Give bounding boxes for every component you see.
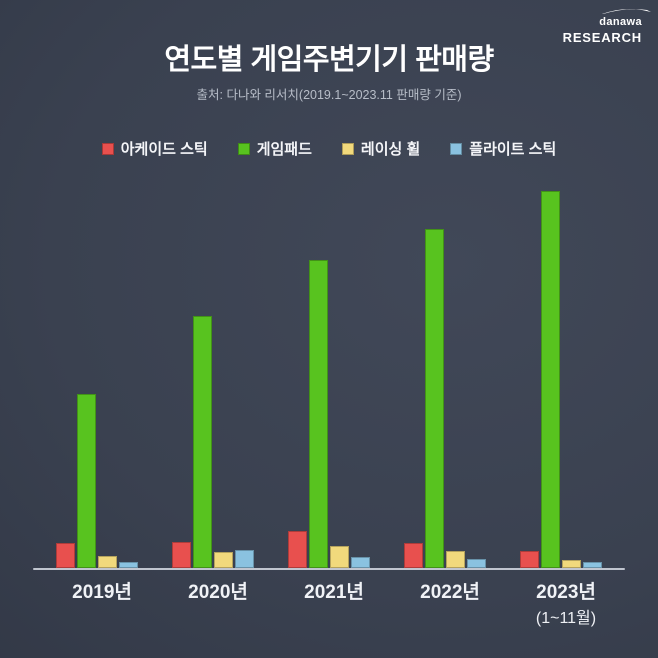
x-axis-line	[33, 568, 625, 570]
bar-레이싱 휠-2020년	[214, 552, 233, 568]
bar-아케이드 스틱-2023년	[520, 551, 539, 568]
bar-아케이드 스틱-2021년	[288, 531, 307, 568]
bar-게임패드-2019년	[77, 394, 96, 568]
legend-label: 게임패드	[256, 141, 312, 158]
logo-danawa-wordmark: danawa	[599, 8, 652, 30]
x-axis-sublabel-2023년: (1~11월)	[535, 610, 597, 627]
bar-레이싱 휠-2019년	[98, 556, 117, 568]
x-axis-label-2020년: 2020년	[188, 582, 248, 603]
danawa-research-logo: danawa RESEARCH	[562, 8, 652, 47]
logo-research-text: RESEARCH	[562, 29, 642, 45]
bar-플라이트 스틱-2019년	[119, 562, 138, 568]
logo-swoosh-icon	[602, 8, 652, 14]
source-caption: 출처: 다나와 리서치(2019.1~2023.11 판매량 기준)	[196, 88, 462, 102]
bar-레이싱 휠-2021년	[330, 546, 349, 568]
legend-label: 아케이드 스틱	[120, 141, 208, 158]
legend-swatch-icon	[101, 142, 114, 155]
bar-플라이트 스틱-2021년	[351, 557, 370, 568]
logo-danawa-text: danawa	[599, 16, 642, 28]
bar-플라이트 스틱-2020년	[235, 550, 254, 568]
bar-레이싱 휠-2023년	[562, 560, 581, 568]
bar-플라이트 스틱-2023년	[583, 562, 602, 568]
bar-게임패드-2021년	[309, 260, 328, 568]
legend-item-0: 아케이드 스틱	[101, 138, 208, 159]
bar-아케이드 스틱-2020년	[172, 542, 191, 568]
bar-아케이드 스틱-2019년	[56, 543, 75, 568]
legend-item-1: 게임패드	[237, 138, 312, 159]
bar-게임패드-2023년	[541, 191, 560, 568]
bar-게임패드-2022년	[425, 229, 444, 568]
chart-legend: 아케이드 스틱 게임패드 레이싱 휠 플라이트 스틱	[0, 138, 658, 159]
page-title: 연도별 게임주변기기 판매량	[164, 44, 494, 76]
legend-label: 레이싱 휠	[360, 141, 421, 158]
legend-swatch-icon	[341, 142, 354, 155]
legend-label: 플라이트 스틱	[469, 141, 557, 158]
legend-item-2: 레이싱 휠	[341, 138, 421, 159]
x-axis-label-2023년: 2023년	[536, 582, 596, 603]
legend-swatch-icon	[237, 142, 250, 155]
bar-게임패드-2020년	[193, 316, 212, 568]
bar-아케이드 스틱-2022년	[404, 543, 423, 568]
legend-item-3: 플라이트 스틱	[450, 138, 556, 159]
x-axis-label-2021년: 2021년	[304, 582, 364, 603]
legend-swatch-icon	[450, 142, 463, 155]
bar-레이싱 휠-2022년	[446, 551, 465, 568]
x-axis-label-2019년: 2019년	[72, 582, 132, 603]
x-axis-label-2022년: 2022년	[420, 582, 480, 603]
bar-플라이트 스틱-2022년	[467, 559, 486, 568]
